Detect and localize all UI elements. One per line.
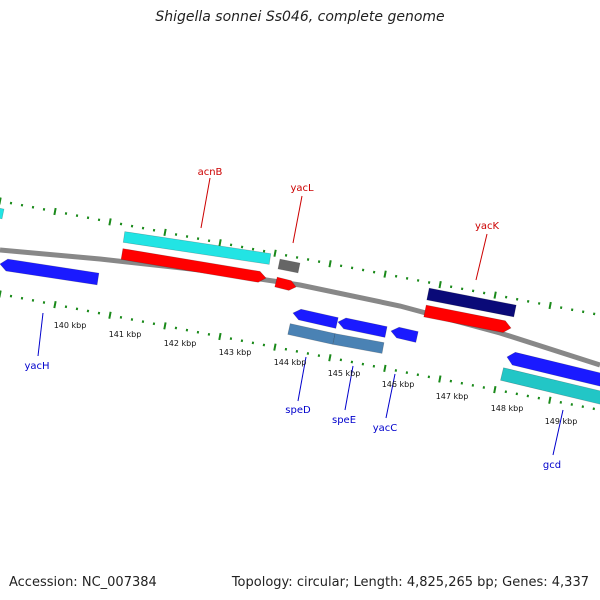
gcd-leader-line — [552, 409, 564, 456]
topology-value: circular — [296, 575, 345, 590]
yacL-leader-line — [292, 195, 303, 244]
inner-track-major-tick — [163, 322, 167, 330]
acnB-gene — [120, 248, 267, 283]
outer-track-major-tick — [53, 207, 57, 216]
gcd-gene — [506, 351, 600, 387]
gene-labels: acnB yacL yacK yacH speD speE yacC gcd — [24, 167, 561, 471]
yacH-gene — [0, 258, 100, 286]
outer-track-major-tick — [383, 270, 387, 278]
outer-track-major-tick — [163, 228, 167, 236]
genome-backbone — [0, 247, 600, 368]
accession-label: Accession: — [9, 575, 78, 590]
yacK-label: yacK — [475, 221, 500, 232]
gene-features — [0, 207, 600, 405]
speE-label: speE — [332, 415, 356, 426]
kbp-label: 142 kbp — [164, 339, 197, 348]
kbp-label: 149 kbp — [545, 417, 578, 426]
inner-tick-track — [0, 290, 596, 411]
edge-cyan-gene — [0, 207, 5, 220]
yacK-leader-line — [475, 233, 488, 281]
kbp-label: 140 kbp — [54, 321, 87, 330]
kbp-label: 141 kbp — [109, 330, 142, 339]
accession-value: NC_007384 — [81, 575, 157, 590]
inner-track-major-tick — [383, 364, 387, 373]
gcd-teal-gene — [500, 367, 600, 405]
genome-summary: Topology: circular; Length: 4,825,265 bp… — [231, 575, 589, 590]
yacL-label: yacL — [290, 183, 314, 194]
outer-track-major-tick — [548, 301, 552, 310]
genes-label: Genes: — [502, 575, 548, 590]
outer-track-major-tick — [108, 218, 112, 226]
map-title: Shigella sonnei Ss046, complete genome — [155, 9, 445, 25]
kbp-label: 144 kbp — [274, 358, 307, 367]
speE-leader-line — [344, 365, 354, 411]
acnB-leader-line — [200, 177, 211, 229]
inner-track-major-tick — [53, 301, 57, 309]
topology-label: Topology: — [231, 575, 293, 590]
kbp-label: 146 kbp — [382, 380, 415, 389]
outer-track-major-tick — [493, 291, 497, 299]
speD-label: speD — [285, 405, 311, 416]
yacC-leader-line — [385, 373, 396, 419]
speD-leader-line — [297, 356, 307, 402]
outer-track-major-tick — [438, 280, 442, 289]
outer-track-major-tick — [0, 197, 2, 205]
inner-track-major-tick — [438, 375, 442, 383]
speE-steel-gene — [332, 333, 385, 354]
acnB-label: acnB — [198, 167, 223, 178]
length-label: Length: — [353, 575, 403, 590]
yacK-gene — [423, 304, 512, 333]
inner-track-major-tick — [108, 311, 112, 319]
kbp-label: 143 kbp — [219, 348, 252, 357]
outer-tick-track — [0, 197, 596, 316]
length-value: 4,825,265 bp — [406, 575, 494, 590]
speD-steel-gene — [287, 323, 336, 345]
kbp-label: 147 kbp — [436, 392, 469, 401]
inner-track-major-tick — [493, 386, 497, 394]
kbp-label: 145 kbp — [328, 369, 361, 378]
label-leader-lines — [37, 177, 564, 456]
accession-info: Accession: NC_007384 — [9, 575, 157, 590]
speE-gene — [337, 317, 388, 338]
speD-gene — [292, 308, 339, 329]
inner-track-major-tick — [548, 396, 552, 404]
yacH-leader-line — [37, 312, 44, 357]
outer-track-major-tick — [273, 249, 277, 257]
yacH-label: yacH — [24, 361, 49, 372]
kbp-label: 148 kbp — [491, 404, 524, 413]
yacC-gene — [390, 326, 419, 343]
inner-track-major-tick — [0, 290, 2, 298]
inner-track-major-tick — [328, 354, 332, 362]
outer-track-major-tick — [218, 239, 222, 247]
outer-track-major-tick — [328, 260, 332, 268]
acnB-cyan-gene — [122, 231, 272, 265]
kbp-tick-labels: 140 kbp 141 kbp 142 kbp 143 kbp 144 kbp 145 k… — [54, 321, 578, 426]
inner-track-major-tick — [273, 343, 277, 351]
yacC-label: yacC — [373, 423, 398, 434]
inner-track-major-tick — [218, 332, 222, 341]
gcd-label: gcd — [543, 460, 561, 471]
yacL-gray-gene — [277, 258, 301, 274]
yacK-navy-gene — [426, 287, 517, 318]
yacL-gene — [274, 276, 297, 291]
genes-value: 4,337 — [551, 575, 589, 590]
